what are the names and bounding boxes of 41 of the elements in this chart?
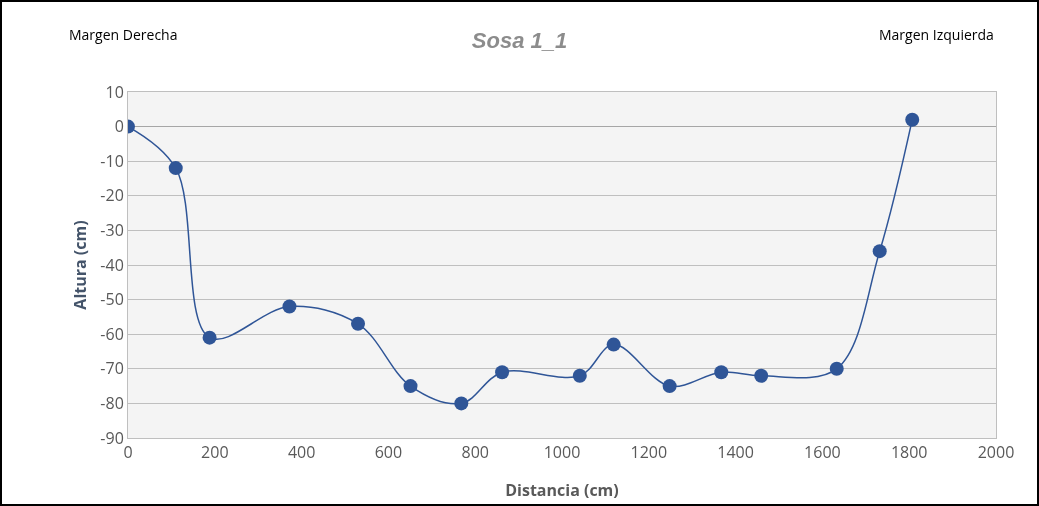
point — [403, 379, 418, 394]
y-tick-label: -10 — [100, 149, 124, 172]
point — [872, 244, 887, 259]
y-tick-label: 10 — [105, 80, 124, 103]
y-tick-label: -40 — [100, 253, 124, 276]
x-tick-label: 800 — [461, 441, 489, 464]
y-tick-label: 0 — [114, 115, 124, 138]
point — [168, 161, 183, 176]
point — [454, 396, 469, 411]
point — [572, 368, 587, 383]
y-tick-label: -20 — [100, 184, 124, 207]
point — [754, 368, 769, 383]
chart-title: Sosa 1_1 — [471, 27, 568, 53]
y-tick-label: -70 — [100, 357, 124, 380]
x-axis-title: Distancia (cm) — [505, 479, 619, 501]
x-tick-label: 1000 — [543, 441, 581, 464]
x-tick-label: 2000 — [977, 441, 1015, 464]
x-tick-label: 200 — [201, 441, 229, 464]
y-axis-title: Altura (cm) — [69, 220, 91, 310]
y-tick-label: -80 — [100, 392, 124, 414]
point — [351, 316, 366, 331]
point — [662, 379, 677, 394]
point — [905, 112, 920, 127]
point — [606, 337, 621, 352]
y-tick-label: -50 — [100, 288, 124, 311]
y-tick-label: -60 — [100, 322, 124, 345]
point — [282, 299, 297, 314]
x-tick-label: 1400 — [717, 441, 754, 464]
x-tick-label: 1800 — [890, 441, 928, 464]
x-tick-label: 600 — [374, 441, 403, 464]
x-tick-label: 400 — [287, 441, 316, 464]
y-tick-label: -90 — [100, 426, 124, 449]
point — [829, 361, 844, 376]
y-tick-label: -30 — [100, 219, 124, 241]
point — [495, 365, 510, 380]
x-tick-label: 1200 — [630, 441, 668, 464]
point — [714, 365, 729, 380]
x-tick-label: 1600 — [804, 441, 841, 464]
text: Margen Derecha — [69, 25, 178, 44]
text: Margen Izquierda — [879, 25, 994, 44]
point — [202, 330, 217, 345]
